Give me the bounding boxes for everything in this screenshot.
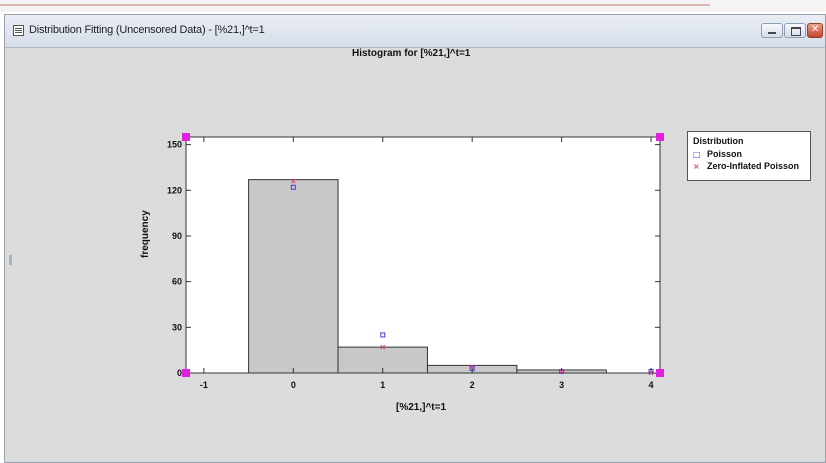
y-tick-label: 120 bbox=[167, 185, 182, 195]
selection-handle[interactable] bbox=[182, 369, 190, 377]
zip-point[interactable] bbox=[469, 364, 475, 370]
x-tick-label: 1 bbox=[380, 380, 385, 390]
minimize-button[interactable] bbox=[761, 23, 783, 38]
y-tick-label: 90 bbox=[172, 231, 182, 241]
zip-marker-icon: × bbox=[693, 162, 700, 171]
resize-handle[interactable] bbox=[9, 255, 12, 265]
window-app-icon[interactable] bbox=[13, 25, 24, 36]
legend-label-zip: Zero-Inflated Poisson bbox=[707, 161, 800, 171]
x-tick-label: -1 bbox=[200, 380, 208, 390]
x-tick-label: 0 bbox=[291, 380, 296, 390]
legend-label-poisson: Poisson bbox=[707, 149, 743, 159]
window-title: Distribution Fitting (Uncensored Data) -… bbox=[29, 24, 265, 36]
x-tick-label: 4 bbox=[649, 380, 654, 390]
legend[interactable]: Distribution □ Poisson × Zero-Inflated Poi… bbox=[687, 131, 811, 181]
legend-title: Distribution bbox=[693, 136, 744, 146]
x-tick-label: 2 bbox=[470, 380, 475, 390]
y-tick-label: 0 bbox=[177, 368, 182, 378]
histogram-bar[interactable] bbox=[248, 179, 339, 374]
selection-handle[interactable] bbox=[656, 369, 664, 377]
x-tick-label: 3 bbox=[559, 380, 564, 390]
poisson-point[interactable] bbox=[559, 368, 565, 374]
y-tick-label: 150 bbox=[167, 140, 182, 150]
close-button[interactable] bbox=[807, 23, 823, 38]
chart-title: Histogram for [%21,]^t=1 bbox=[352, 48, 471, 59]
zip-point[interactable] bbox=[290, 178, 296, 184]
selection-handle[interactable] bbox=[182, 133, 190, 141]
y-tick-label: 60 bbox=[172, 277, 182, 287]
poisson-point[interactable] bbox=[290, 184, 296, 190]
zip-point[interactable] bbox=[559, 369, 564, 374]
top-strip bbox=[0, 0, 826, 12]
zip-point[interactable] bbox=[648, 370, 654, 376]
y-tick-label: 30 bbox=[172, 322, 182, 332]
top-strip-line bbox=[0, 4, 710, 6]
x-axis-label: [%21,]^t=1 bbox=[396, 402, 447, 413]
legend-item-zip: × Zero-Inflated Poisson bbox=[693, 161, 799, 171]
legend-item-poisson: □ Poisson bbox=[693, 149, 742, 159]
poisson-marker-icon: □ bbox=[693, 150, 701, 159]
title-bar[interactable]: Distribution Fitting (Uncensored Data) -… bbox=[5, 15, 825, 48]
selection-handle[interactable] bbox=[656, 133, 664, 141]
zip-point[interactable] bbox=[380, 344, 386, 350]
maximize-button[interactable] bbox=[784, 23, 806, 38]
poisson-point[interactable] bbox=[380, 332, 386, 338]
